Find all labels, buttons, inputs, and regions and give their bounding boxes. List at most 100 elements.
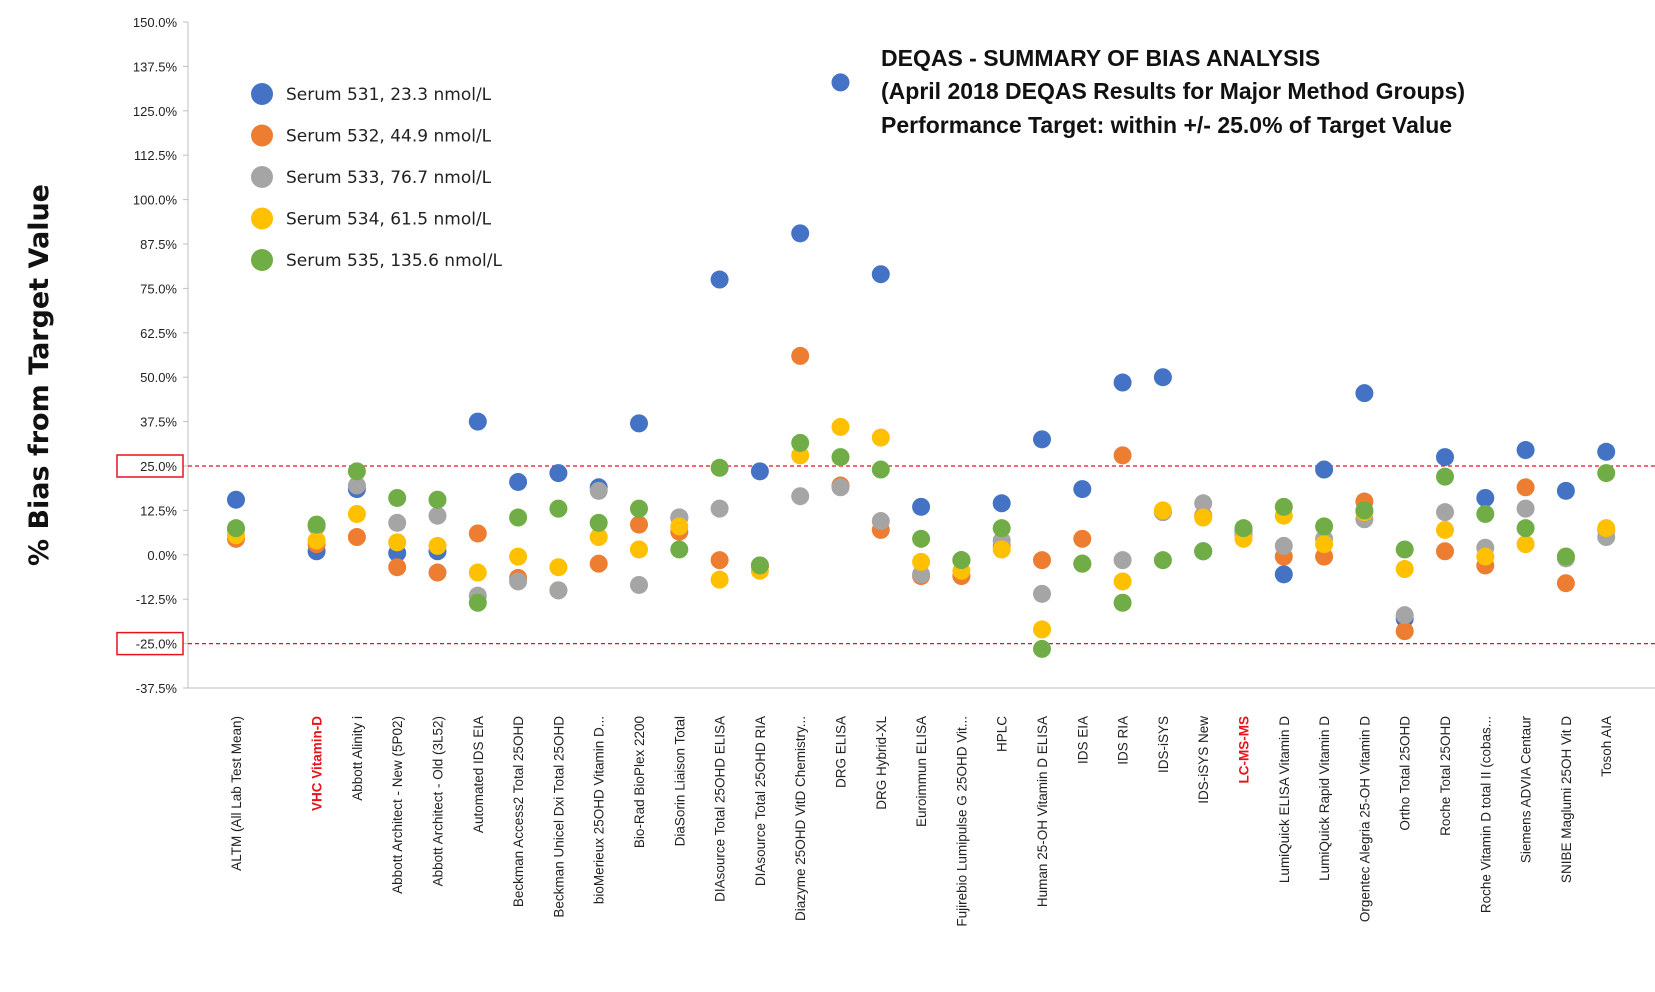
data-point xyxy=(428,563,447,582)
data-point xyxy=(871,428,890,447)
data-point xyxy=(1436,542,1454,561)
data-point xyxy=(468,563,487,582)
y-tick-label: 12.5% xyxy=(140,503,177,518)
data-point xyxy=(388,488,407,507)
data-point xyxy=(670,540,689,559)
x-category-label: Ortho Total 25OHD xyxy=(1398,716,1413,831)
y-tick-label: 0.0% xyxy=(147,548,177,563)
legend-marker xyxy=(251,124,273,147)
data-point xyxy=(1516,441,1535,460)
data-point xyxy=(1153,551,1172,570)
data-point xyxy=(1436,467,1454,486)
data-point xyxy=(831,448,850,467)
data-point xyxy=(589,528,608,547)
y-tick-label: 25.0% xyxy=(140,459,177,474)
y-tick-label: -37.5% xyxy=(136,681,178,696)
data-point xyxy=(1315,517,1334,536)
data-point xyxy=(791,346,810,365)
data-point xyxy=(1355,501,1374,520)
data-point xyxy=(1355,384,1374,403)
x-category-label: Roche Total 25OHD xyxy=(1438,716,1453,836)
data-point xyxy=(630,575,648,594)
data-point xyxy=(227,519,245,538)
data-point xyxy=(388,533,407,552)
legend: Serum 531, 23.3 nmol/L Serum 532, 44.9 nm… xyxy=(251,83,502,271)
y-tick-label: 75.0% xyxy=(140,281,177,296)
data-point xyxy=(710,570,729,589)
data-point xyxy=(589,554,608,573)
data-point xyxy=(791,224,810,243)
data-point xyxy=(347,528,366,547)
data-point xyxy=(1113,593,1132,612)
data-point xyxy=(347,476,366,495)
data-point xyxy=(307,531,326,550)
data-point xyxy=(710,551,729,570)
y-tick-label: 87.5% xyxy=(140,237,177,252)
x-category-label: IDS-iSYS New xyxy=(1196,716,1211,804)
data-point xyxy=(831,478,850,497)
data-point xyxy=(630,540,648,559)
data-point xyxy=(549,581,568,600)
x-category-label: LumiQuick Rapid Vitamin D xyxy=(1317,716,1332,881)
data-point xyxy=(1436,448,1454,467)
title-line-3: Performance Target: within +/- 25.0% of … xyxy=(881,112,1452,138)
y-tick-label: -12.5% xyxy=(136,592,178,607)
x-category-label: Fujirebio Lumipulse G 25OHD Vit... xyxy=(954,716,969,927)
data-point xyxy=(1597,442,1616,461)
data-point xyxy=(750,556,769,575)
data-point xyxy=(912,565,931,584)
data-point xyxy=(912,529,931,548)
data-point xyxy=(388,558,407,577)
data-point xyxy=(227,490,245,509)
data-point xyxy=(791,446,810,465)
data-point xyxy=(630,515,648,534)
data-point xyxy=(1033,551,1051,570)
x-category-label: Orgentec Alegria 25-OH Vitamin D xyxy=(1357,716,1372,922)
y-axis-label: % Bias from Target Value xyxy=(24,184,55,566)
data-point xyxy=(1436,503,1454,522)
data-point xyxy=(1597,464,1616,483)
data-point xyxy=(509,572,528,591)
data-point xyxy=(1194,542,1213,561)
data-point xyxy=(871,512,890,531)
legend-label: Serum 531, 23.3 nmol/L xyxy=(286,85,492,105)
axis-layer xyxy=(187,22,1655,689)
x-category-label: Beckman Unicel Dxi Total 25OHD xyxy=(551,716,566,918)
x-category-label: Abbott Architect - Old (3L52) xyxy=(431,716,446,886)
x-category-label: Siemens ADVIA Centaur xyxy=(1519,715,1534,863)
data-point xyxy=(1597,519,1616,538)
data-point xyxy=(1395,560,1414,579)
y-tick-label: 62.5% xyxy=(140,326,177,341)
legend-marker xyxy=(251,83,273,105)
x-category-label: Diazyme 25OHD VitD Chemistry... xyxy=(793,716,808,921)
legend-marker xyxy=(251,207,273,230)
data-point xyxy=(1395,540,1414,559)
data-point xyxy=(1073,529,1092,548)
data-point xyxy=(1153,501,1172,520)
data-point xyxy=(710,499,729,518)
title-line-2: (April 2018 DEQAS Results for Major Meth… xyxy=(881,78,1465,104)
x-category-label: HPLC xyxy=(995,716,1010,752)
y-tick-label: 100.0% xyxy=(133,193,178,208)
y-tick-label: 150.0% xyxy=(133,15,178,30)
y-tick-label: 125.0% xyxy=(133,104,178,119)
data-point xyxy=(871,460,890,479)
x-category-label: VHC Vitamin-D xyxy=(310,716,325,811)
data-point xyxy=(1033,584,1051,603)
data-point xyxy=(992,519,1011,538)
data-point xyxy=(509,508,528,527)
data-point xyxy=(1033,639,1051,658)
data-point xyxy=(347,504,366,523)
y-tick-label-layer: 150.0% 137.5% 125.0% 112.5% 100.0% 87.5% 75.0%… xyxy=(116,15,188,696)
data-point xyxy=(589,481,608,500)
data-point xyxy=(509,472,528,491)
data-point xyxy=(1476,504,1495,523)
x-category-label: ALTM (All Lab Test Mean) xyxy=(229,716,244,871)
x-category-label: IDS EIA xyxy=(1075,716,1090,764)
data-point xyxy=(1476,547,1495,566)
data-point xyxy=(670,517,689,536)
x-category-label: Tosoh AIA xyxy=(1599,716,1614,777)
x-category-label: LC-MS-MS xyxy=(1237,716,1252,784)
data-point xyxy=(992,494,1011,513)
